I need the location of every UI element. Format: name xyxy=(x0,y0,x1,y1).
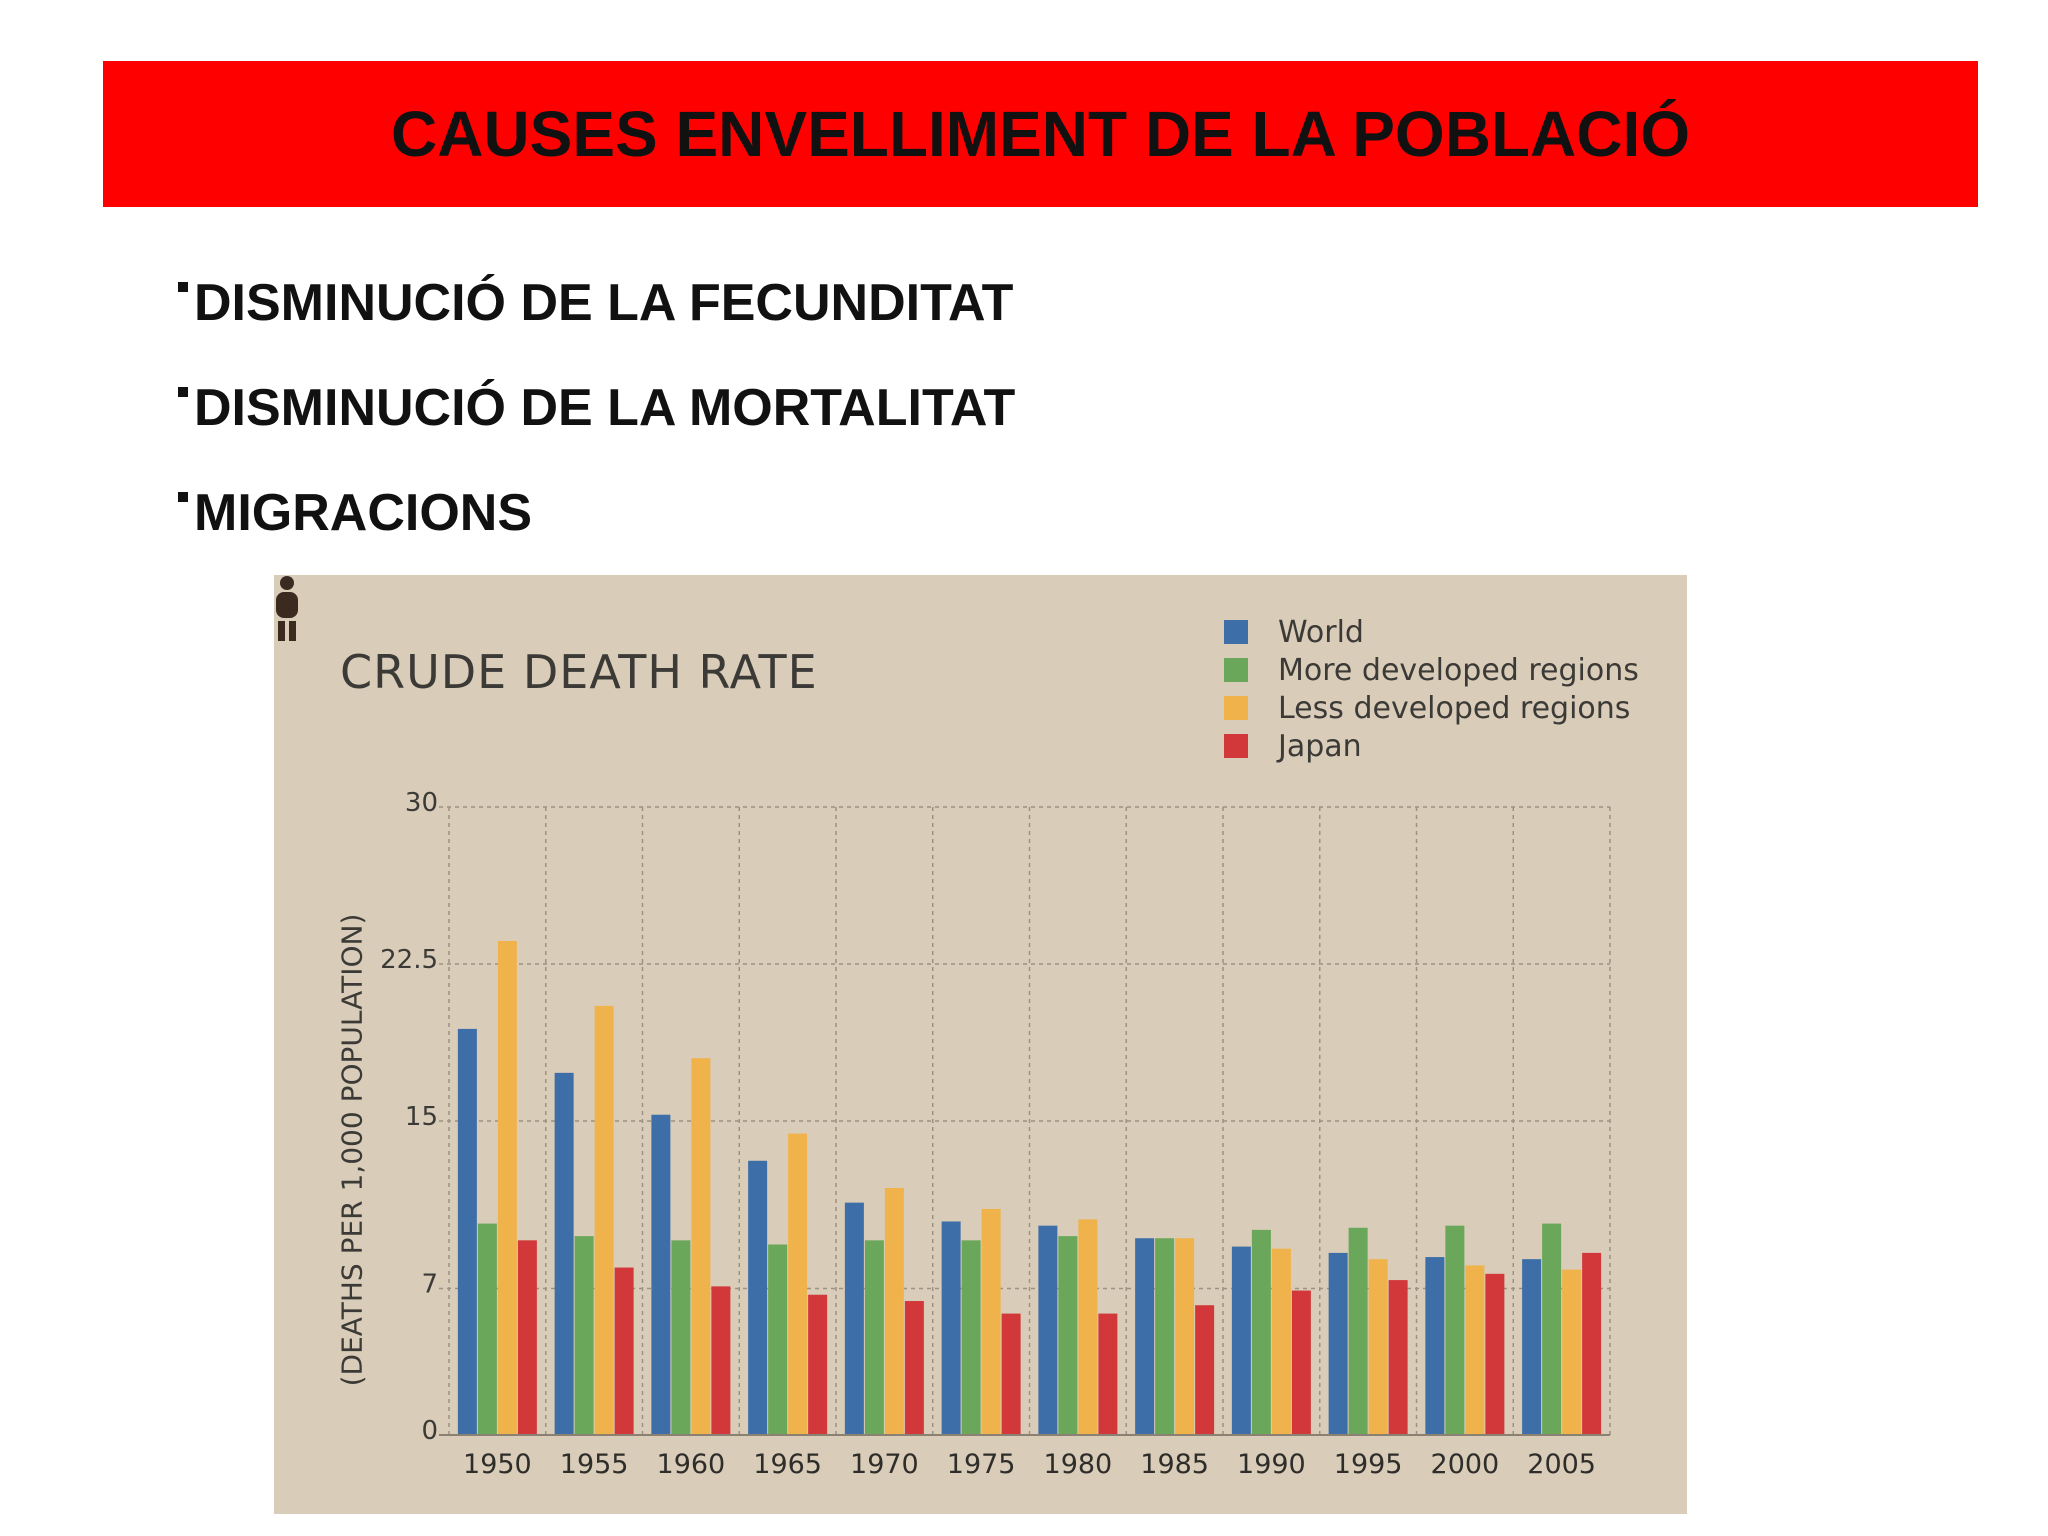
bar xyxy=(1542,1223,1562,1435)
death-rate-chart: 0 7 15 22.5 30 1950 1955 1960 1965 1970 1975 1980 19… xyxy=(274,575,1687,1514)
bar xyxy=(691,1058,711,1435)
legend-label: Less developed regions xyxy=(1278,690,1631,726)
x-tick-label: 2005 xyxy=(1527,1449,1596,1480)
bar xyxy=(844,1202,864,1435)
bar xyxy=(1098,1313,1118,1435)
bar xyxy=(1155,1238,1175,1435)
bar xyxy=(1348,1227,1368,1435)
bar xyxy=(477,1223,497,1435)
bar xyxy=(1445,1225,1465,1435)
bar xyxy=(1425,1257,1445,1435)
bar xyxy=(1231,1246,1251,1435)
bar xyxy=(748,1160,768,1435)
x-tick-label: 1950 xyxy=(463,1449,532,1480)
chart-plot: 0 7 15 22.5 30 1950 1955 1960 1965 1970 1975 1980 19… xyxy=(380,788,1611,1480)
legend-item: Japan xyxy=(1224,727,1639,765)
y-tick-label: 15 xyxy=(405,1102,438,1132)
bar xyxy=(614,1267,634,1435)
title-bar: CAUSES ENVELLIMENT DE LA POBLACIÓ xyxy=(103,61,1978,207)
bullet-text: MIGRACIONS xyxy=(194,483,532,542)
x-tick-label: 1970 xyxy=(850,1449,919,1480)
x-tick-label: 1975 xyxy=(947,1449,1016,1480)
bar xyxy=(768,1244,788,1435)
bar xyxy=(961,1240,981,1435)
x-tick-label: 1960 xyxy=(657,1449,726,1480)
x-tick-label: 1995 xyxy=(1334,1449,1403,1480)
bar xyxy=(1291,1290,1311,1435)
bullet-list: DISMINUCIÓ DE LA FECUNDITAT DISMINUCIÓ D… xyxy=(178,250,1015,565)
bar xyxy=(981,1208,1001,1435)
bullet-square-icon xyxy=(178,281,188,292)
bar xyxy=(574,1236,594,1435)
y-tick-label: 0 xyxy=(421,1416,438,1446)
slide-title: CAUSES ENVELLIMENT DE LA POBLACIÓ xyxy=(390,98,1691,170)
bar xyxy=(1562,1269,1582,1435)
bar xyxy=(517,1240,537,1435)
bar xyxy=(1485,1273,1505,1435)
x-tick-label: 1990 xyxy=(1237,1449,1306,1480)
bar xyxy=(1001,1313,1021,1435)
bullet-item: DISMINUCIÓ DE LA FECUNDITAT xyxy=(178,250,1015,355)
bar xyxy=(1175,1238,1195,1435)
bar xyxy=(864,1240,884,1435)
bullet-square-icon xyxy=(178,386,188,397)
bullet-item: MIGRACIONS xyxy=(178,460,1015,565)
y-tick-label: 30 xyxy=(405,788,438,818)
bar xyxy=(1271,1248,1291,1435)
bar xyxy=(904,1301,924,1435)
x-tick-label: 1980 xyxy=(1044,1449,1113,1480)
bar xyxy=(1195,1305,1215,1435)
legend-item: Less developed regions xyxy=(1224,689,1639,727)
bullet-square-icon xyxy=(178,491,188,502)
x-tick-label: 1955 xyxy=(560,1449,629,1480)
bullet-text: DISMINUCIÓ DE LA FECUNDITAT xyxy=(194,273,1014,332)
bar xyxy=(1465,1265,1485,1435)
bar xyxy=(1582,1252,1602,1435)
legend-label: More developed regions xyxy=(1278,652,1639,688)
legend-label: Japan xyxy=(1278,728,1362,764)
y-axis-label: (DEATHS PER 1,000 POPULATION) xyxy=(335,913,369,1387)
x-tick-label: 1965 xyxy=(753,1449,822,1480)
bar xyxy=(554,1072,574,1435)
bar xyxy=(497,940,517,1435)
chart-title: CRUDE DEATH RATE xyxy=(340,645,818,699)
bar xyxy=(788,1133,808,1435)
legend-item: More developed regions xyxy=(1224,651,1639,689)
bar xyxy=(941,1221,961,1435)
bar xyxy=(1522,1259,1542,1435)
bullet-text: DISMINUCIÓ DE LA MORTALITAT xyxy=(194,378,1016,437)
x-tick-label: 1985 xyxy=(1140,1449,1209,1480)
bar xyxy=(1328,1252,1348,1435)
bar xyxy=(594,1005,614,1435)
bar xyxy=(1058,1236,1078,1435)
y-tick-label: 7 xyxy=(421,1269,438,1299)
legend-swatch xyxy=(1224,658,1248,682)
bar xyxy=(651,1114,671,1435)
y-tick-label: 22.5 xyxy=(380,945,438,975)
person-icon xyxy=(276,576,298,641)
bar xyxy=(1251,1229,1271,1435)
bar xyxy=(1368,1259,1388,1435)
bar xyxy=(711,1286,731,1435)
chart-legend: World More developed regions Less develo… xyxy=(1224,613,1639,765)
bar xyxy=(1078,1219,1098,1435)
bar xyxy=(1038,1225,1058,1435)
bar xyxy=(671,1240,691,1435)
legend-item: World xyxy=(1224,613,1639,651)
x-tick-label: 2000 xyxy=(1431,1449,1500,1480)
legend-swatch xyxy=(1224,734,1248,758)
bar xyxy=(1388,1280,1408,1435)
bar xyxy=(457,1028,477,1435)
bar xyxy=(808,1294,828,1435)
legend-swatch xyxy=(1224,696,1248,720)
bar xyxy=(1135,1238,1155,1435)
legend-swatch xyxy=(1224,620,1248,644)
legend-label: World xyxy=(1278,614,1364,650)
bar xyxy=(884,1187,904,1435)
bullet-item: DISMINUCIÓ DE LA MORTALITAT xyxy=(178,355,1015,460)
